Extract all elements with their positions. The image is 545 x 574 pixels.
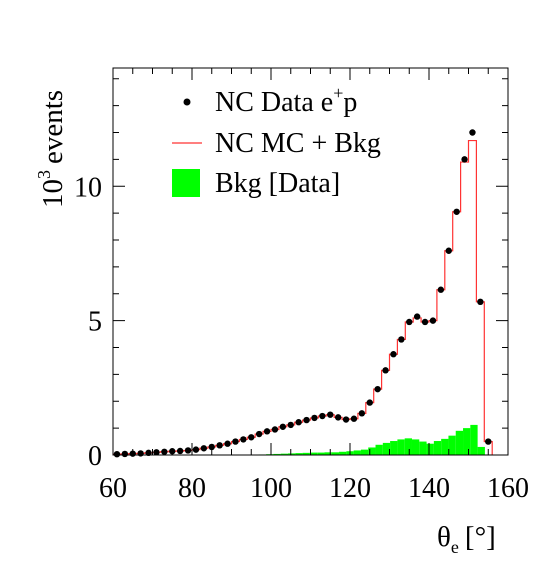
y-tick-label: 10 [74,172,102,203]
bkg-bar [455,430,464,455]
data-point [406,318,413,326]
data-point [350,415,358,422]
data-point [374,385,381,393]
data-point [382,367,389,374]
bkg-bar [448,435,456,455]
data-point [366,399,373,406]
data-point [461,156,468,163]
x-tick-labels: 60 80 100 120 140 160 [99,473,529,504]
bkg-bar [273,453,281,455]
data-point [271,426,279,433]
legend-data-marker [183,98,191,106]
bkg-bar [324,452,332,455]
legend-mc-label: NC MC + Bkg [215,128,381,159]
bkg-bar [404,438,412,455]
data-point [311,414,318,422]
data-point [224,440,231,447]
data-point [413,313,421,320]
mc-step-line [113,139,493,455]
bkg-bar [441,438,449,455]
data-point [208,443,215,451]
bkg-bar [317,452,325,455]
y-tick-label: 0 [88,441,102,472]
data-point [390,351,397,358]
y-tick-label: 5 [88,307,102,338]
data-point [137,450,144,457]
y-tick-labels: 0 5 10 [74,172,102,472]
data-point [327,411,334,418]
bkg-bar [390,441,398,455]
x-tick-label: 160 [487,473,529,504]
bkg-bar [360,449,369,455]
bkg-bar [463,428,471,455]
bkg-bar [280,453,289,455]
bkg-bar [288,453,296,455]
axis-ticks [112,68,509,456]
data-point [240,436,247,443]
data-point [287,421,294,429]
bkg-bar [295,453,303,455]
data-point [421,318,429,326]
background-histogram [258,424,493,455]
bkg-bar [411,439,420,455]
data-point [358,410,366,417]
data-point [477,298,484,306]
data-point [263,428,271,435]
bkg-bar [419,441,427,455]
data-point [232,438,239,445]
bkg-bar [397,439,405,455]
data-point [113,450,121,458]
legend-bkg-swatch [172,169,200,197]
bkg-bar [426,443,434,455]
bkg-bar [433,441,442,455]
bkg-bar [309,452,318,455]
bkg-bar [339,451,347,455]
data-point [342,416,350,423]
data-point [334,414,342,421]
bkg-bar [353,450,361,455]
x-tick-label: 100 [250,473,292,504]
data-point [145,449,152,457]
x-tick-label: 60 [99,473,127,504]
x-tick-label: 120 [329,473,371,504]
data-point [445,247,452,254]
mc-histogram [113,139,493,455]
bkg-bar [382,442,391,455]
data-point [153,449,160,456]
data-point [255,430,263,438]
bkg-bar [302,452,310,455]
bkg-bar [331,452,340,455]
data-point [161,448,168,455]
data-point [216,442,223,449]
data-point [485,438,492,445]
data-point [303,416,310,424]
bkg-bar [477,446,485,455]
legend-bkg-label: Bkg [Data] [215,168,340,199]
bkg-bar [368,447,376,455]
data-point [295,419,302,426]
legend-data-label: NC Data e+p [215,83,357,118]
data-point [398,336,405,343]
data-point [437,286,445,293]
data-point [192,446,200,453]
y-axis-title: 103events [34,90,69,208]
x-axis-title: θe [°] [437,521,496,557]
data-point [200,445,208,452]
data-point [184,447,192,454]
x-tick-label: 140 [408,473,450,504]
data-point [469,129,476,136]
legend: NC Data e+p NC MC + Bkg Bkg [Data] [172,83,381,199]
data-point [279,423,287,430]
data-point [429,317,437,324]
data-point [121,450,129,458]
bkg-bar [470,424,478,455]
data-point [176,447,184,455]
plot-frame [112,67,509,456]
x-tick-label: 80 [178,473,206,504]
data-point [319,412,326,420]
bkg-bar [375,444,383,455]
data-point [248,434,255,441]
data-point [453,208,460,215]
